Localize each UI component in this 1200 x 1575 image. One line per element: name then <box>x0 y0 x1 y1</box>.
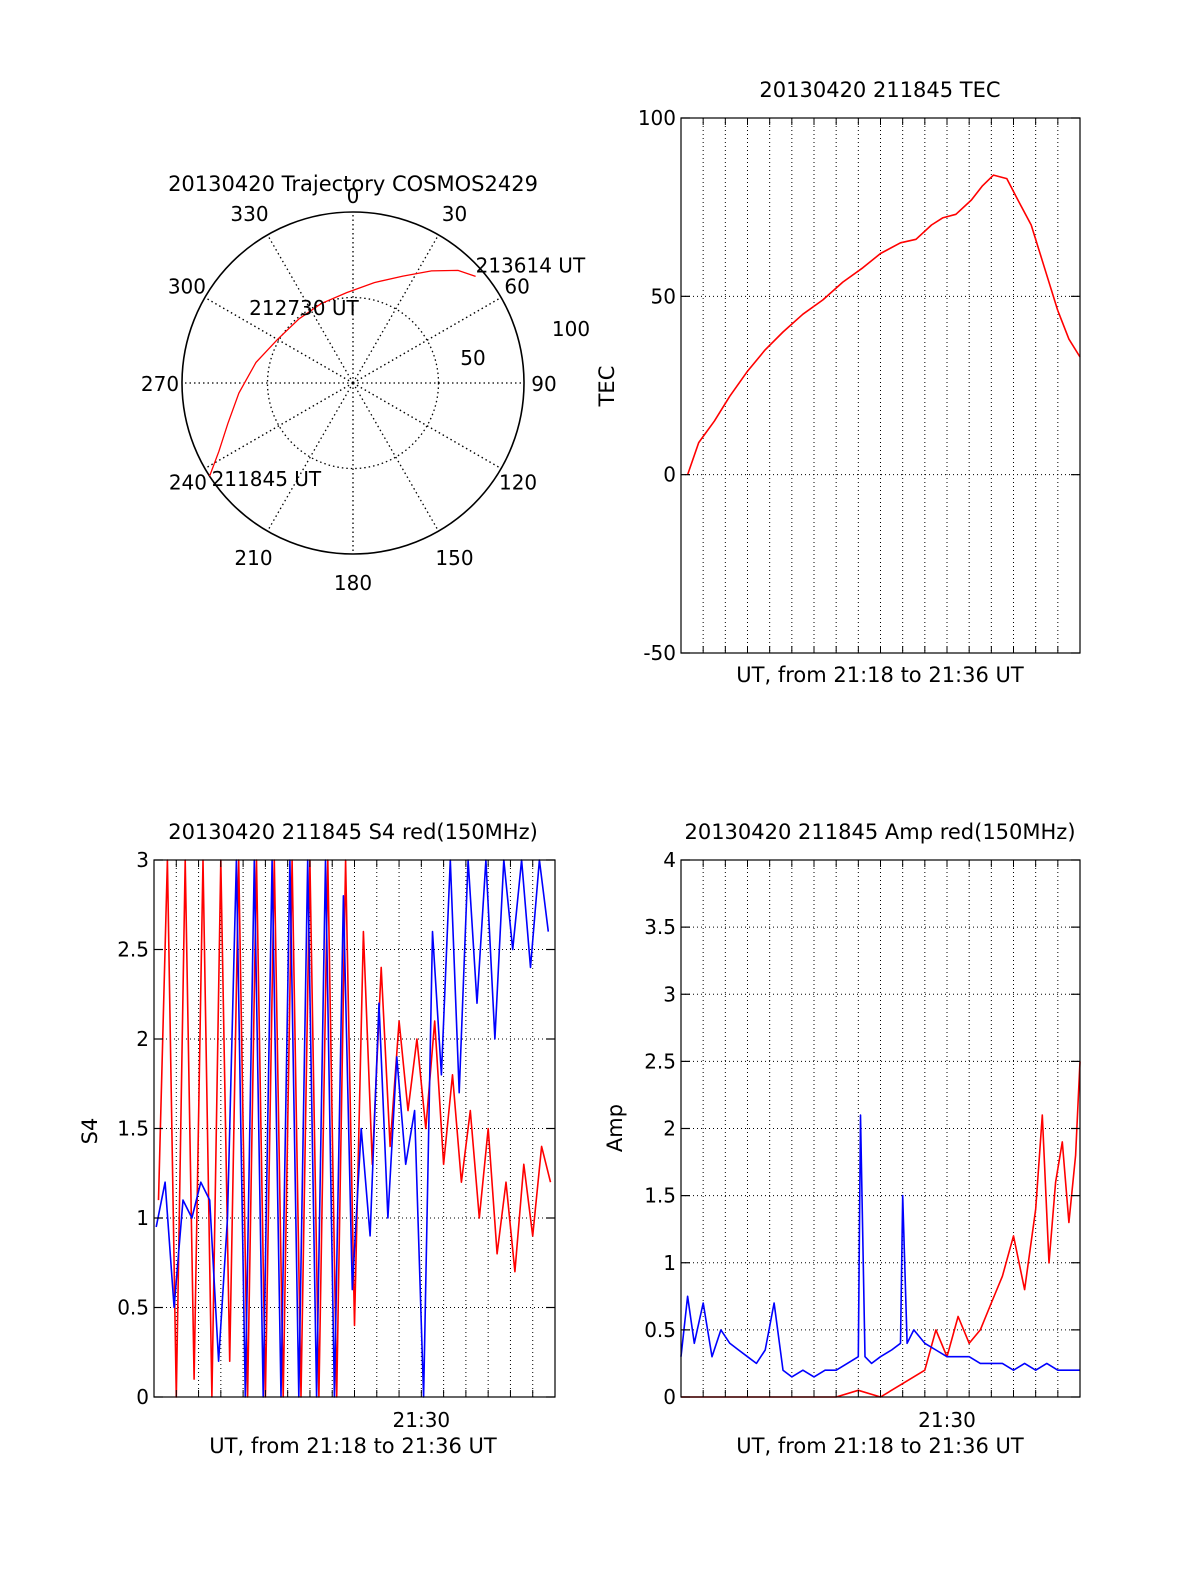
y-tick-label: 0 <box>663 463 676 487</box>
y-tick-label: 3 <box>663 982 676 1006</box>
time-annotation: 211845 UT <box>212 467 322 491</box>
tec-plot-area: 100 50 0 -50 <box>638 106 1081 665</box>
y-tick-label: 0 <box>136 1385 149 1409</box>
tec-ylabel: TEC <box>595 366 619 408</box>
series-red <box>681 1061 1081 1398</box>
spoke-240 <box>204 382 354 470</box>
time-annotation: 212730 UT <box>249 296 359 320</box>
azimuth-label-0: 0 <box>347 184 360 208</box>
trajectory-track <box>208 269 476 477</box>
azimuth-label-270: 270 <box>141 372 179 396</box>
spoke-330 <box>266 234 354 384</box>
spoke-150 <box>352 382 440 532</box>
azimuth-label-90: 90 <box>531 372 556 396</box>
azimuth-label-30: 30 <box>442 202 467 226</box>
trajectory-title: 20130420 Trajectory COSMOS2429 <box>168 172 538 196</box>
ring-label-50: 50 <box>460 346 485 370</box>
azimuth-label-240: 240 <box>169 471 207 495</box>
spoke-60 <box>352 296 502 384</box>
series-blue <box>680 1114 1080 1378</box>
trajectory-panel: 20130420 Trajectory COSMOS2429 0 30 60 90 12… <box>141 172 590 595</box>
azimuth-label-150: 150 <box>435 546 473 570</box>
polar-grid <box>181 211 525 555</box>
y-tick-label: 1 <box>136 1206 149 1230</box>
amp-title: 20130420 211845 Amp red(150MHz) <box>684 820 1075 844</box>
y-tick-label: 50 <box>651 284 676 308</box>
spoke-300 <box>204 296 354 384</box>
x-tick-label: 21:30 <box>393 1408 451 1432</box>
y-tick-label: -50 <box>643 641 676 665</box>
amp-xlabel: UT, from 21:18 to 21:36 UT <box>736 1434 1024 1458</box>
amp-ylabel: Amp <box>603 1104 627 1152</box>
azimuth-label-120: 120 <box>499 471 537 495</box>
azimuth-label-300: 300 <box>168 275 206 299</box>
s4-ylabel: S4 <box>78 1118 102 1145</box>
y-tick-label: 0.5 <box>117 1296 149 1320</box>
y-tick-label: 2.5 <box>117 938 149 962</box>
ring-label-100: 100 <box>552 317 590 341</box>
s4-plot-area: 0 0.5 1 1.5 2 2.5 3 21:30 <box>117 848 556 1432</box>
spoke-30 <box>352 234 440 384</box>
y-tick-label: 1.5 <box>644 1184 676 1208</box>
tec-panel: 20130420 211845 TEC UT, from 21:18 to 21… <box>595 78 1081 687</box>
y-tick-label: 100 <box>638 106 676 130</box>
azimuth-label-210: 210 <box>234 546 272 570</box>
tec-title: 20130420 211845 TEC <box>759 78 1000 102</box>
ring-labels: 50 100 <box>460 317 590 370</box>
s4-panel: 20130420 211845 S4 red(150MHz) UT, from … <box>78 820 556 1458</box>
trajectory-annotations: 211845 UT 212730 UT 213614 UT <box>212 253 586 491</box>
amp-panel: 20130420 211845 Amp red(150MHz) UT, from… <box>603 820 1081 1458</box>
tec-xlabel: UT, from 21:18 to 21:36 UT <box>736 663 1024 687</box>
amp-plot-area: 0 0.5 1 1.5 2 2.5 3 3.5 4 21:30 <box>644 848 1081 1432</box>
y-tick-label: 0 <box>663 1385 676 1409</box>
trajectory-line <box>208 269 476 477</box>
azimuth-labels: 0 30 60 90 120 150 180 210 240 270 300 330 <box>141 184 557 595</box>
ring-100 <box>181 211 525 555</box>
y-tick-label: 2.5 <box>644 1049 676 1073</box>
y-tick-label: 3 <box>136 848 149 872</box>
azimuth-label-60: 60 <box>504 275 529 299</box>
time-annotation: 213614 UT <box>476 253 586 277</box>
x-tick-label: 21:30 <box>918 1408 976 1432</box>
y-tick-label: 2 <box>663 1117 676 1141</box>
y-tick-label: 0.5 <box>644 1318 676 1342</box>
y-tick-label: 2 <box>136 1027 149 1051</box>
azimuth-label-180: 180 <box>334 571 372 595</box>
s4-title: 20130420 211845 S4 red(150MHz) <box>168 820 538 844</box>
series-blue <box>155 859 550 1398</box>
azimuth-label-330: 330 <box>230 202 268 226</box>
y-tick-label: 3.5 <box>644 915 676 939</box>
series-red <box>157 859 552 1398</box>
series-red <box>686 174 1081 475</box>
y-tick-label: 1.5 <box>117 1117 149 1141</box>
spoke-210 <box>266 382 354 532</box>
y-tick-label: 4 <box>663 848 676 872</box>
y-tick-label: 1 <box>663 1251 676 1275</box>
spoke-120 <box>352 382 502 470</box>
s4-xlabel: UT, from 21:18 to 21:36 UT <box>209 1434 497 1458</box>
